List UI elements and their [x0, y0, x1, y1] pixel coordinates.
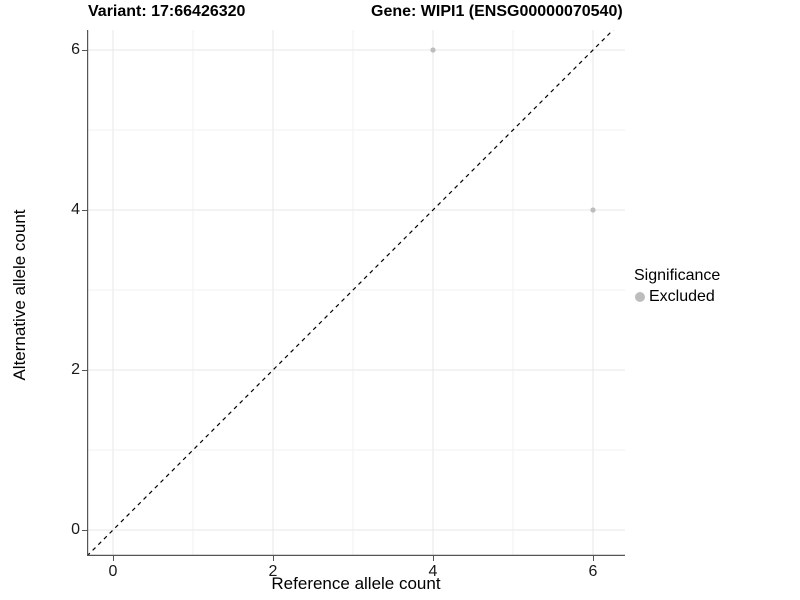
- x-tick-label: 6: [588, 563, 598, 580]
- y-tick-label: 6: [71, 41, 80, 58]
- y-tick-mark: [82, 529, 87, 531]
- y-tick-label: 2: [71, 361, 80, 378]
- plot-panel: [87, 30, 625, 556]
- legend-key-dot: [635, 292, 645, 302]
- y-tick-mark: [82, 369, 87, 371]
- x-tick-label: 2: [268, 563, 278, 580]
- x-tick-mark: [112, 556, 114, 561]
- y-tick-label: 0: [71, 521, 80, 538]
- legend-item-excluded: Excluded: [634, 288, 798, 306]
- x-tick-mark: [592, 556, 594, 561]
- legend-item-label: Excluded: [649, 288, 715, 305]
- y-axis-title: Alternative allele count: [10, 209, 29, 381]
- x-tick-label: 0: [108, 563, 118, 580]
- legend: Significance Excluded: [634, 267, 798, 306]
- x-tick-mark: [272, 556, 274, 561]
- plot-title-variant: Variant: 17:66426320: [88, 3, 246, 20]
- data-point: [590, 207, 596, 213]
- data-point: [430, 47, 436, 53]
- y-tick-mark: [82, 49, 87, 51]
- plot-title-gene: Gene: WIPI1 (ENSG00000070540): [371, 3, 623, 20]
- y-tick-mark: [82, 209, 87, 211]
- x-axis-title: Reference allele count: [271, 574, 441, 593]
- identity-line: [87, 30, 614, 556]
- y-tick-label: 4: [71, 201, 80, 218]
- x-tick-mark: [432, 556, 434, 561]
- legend-title: Significance: [634, 267, 721, 284]
- plot-area: [87, 30, 625, 556]
- x-tick-label: 4: [428, 563, 438, 580]
